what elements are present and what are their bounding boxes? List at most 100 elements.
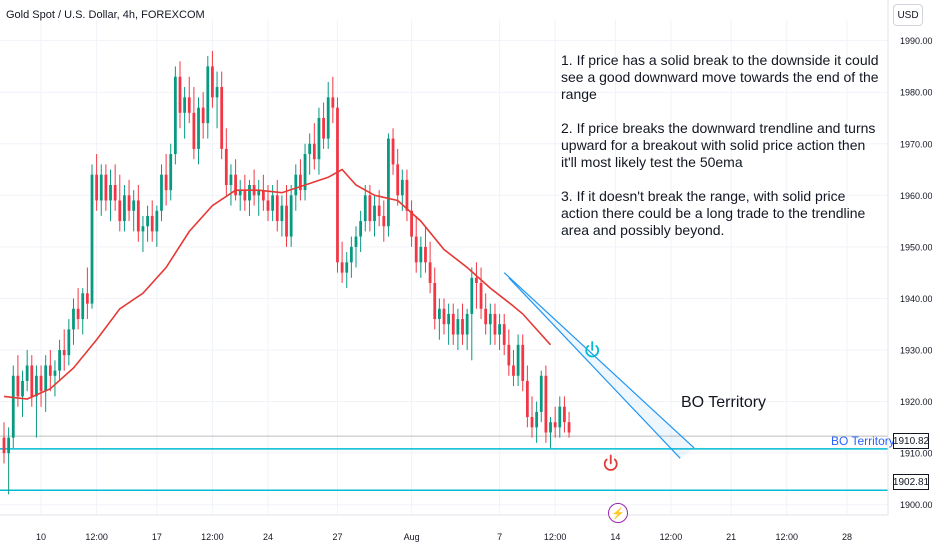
candle-body xyxy=(248,185,251,201)
candle-body xyxy=(109,185,112,201)
time-tick-label: 12:00 xyxy=(201,532,224,542)
bo-price-tag: 1910.82 xyxy=(893,433,929,449)
candle-body xyxy=(354,236,358,247)
candle-body xyxy=(155,210,159,232)
candle-body xyxy=(512,365,515,376)
candle-body xyxy=(396,164,400,196)
candle-body xyxy=(53,370,57,376)
price-axis[interactable]: 1900.00 1910.00 1920.00 1930.00 1940.00 1950.… xyxy=(887,0,932,515)
candle-body xyxy=(72,308,75,330)
candle-body xyxy=(16,375,20,397)
candle-body xyxy=(127,195,131,211)
candle-body xyxy=(183,97,187,113)
candles xyxy=(2,50,571,495)
candle-body xyxy=(345,262,349,273)
candle-body xyxy=(95,174,99,201)
candle-body xyxy=(451,313,455,335)
candle-body xyxy=(410,210,413,237)
candle-body xyxy=(160,174,163,211)
candle-body xyxy=(544,375,548,433)
candle-body xyxy=(377,205,381,216)
candle-body xyxy=(331,97,335,108)
time-tick-label: 12:00 xyxy=(660,532,683,542)
time-tick-label: Aug xyxy=(404,532,420,542)
ema-line xyxy=(3,168,552,400)
lightning-icon[interactable]: ⚡ xyxy=(608,503,628,523)
candle-body xyxy=(428,262,432,283)
candle-body xyxy=(553,422,557,428)
time-axis[interactable]: 10 12:00 17 12:00 24 27 Aug 7 12:00 14 12:00 21 12:0… xyxy=(0,514,888,542)
candle-body xyxy=(299,174,302,191)
time-tick-label: 24 xyxy=(263,532,273,542)
time-tick-label: 14 xyxy=(610,532,620,542)
bo-territory-text: BO Territory xyxy=(681,394,767,411)
lower-price-tag: 1902.81 xyxy=(893,474,929,490)
horizontal-levels xyxy=(0,435,888,491)
candle-body xyxy=(58,350,61,371)
candle-body xyxy=(35,375,38,397)
candle-body xyxy=(289,195,293,237)
candle-body xyxy=(266,200,270,211)
candle-body xyxy=(25,365,29,381)
candle-body xyxy=(90,174,94,304)
price-tick-label: 1950.00 xyxy=(900,242,932,252)
candle-body xyxy=(373,205,376,222)
price-tick-label: 1900.00 xyxy=(900,500,932,510)
trendline-channel[interactable] xyxy=(503,272,695,459)
candle-body xyxy=(516,344,520,376)
candle-body xyxy=(391,138,395,165)
time-tick-label: 12:00 xyxy=(85,532,108,542)
candle-body xyxy=(238,190,242,196)
candle-body xyxy=(382,215,386,227)
candle-body xyxy=(215,87,219,98)
time-tick-label: 12:00 xyxy=(544,532,567,542)
candle-body xyxy=(187,97,191,113)
note-2: 2. If price breaks the downward trendlin… xyxy=(561,120,876,170)
candle-body xyxy=(173,76,177,155)
candle-body xyxy=(224,148,228,185)
candle-body xyxy=(136,200,140,232)
candle-body xyxy=(141,226,145,232)
candle-body xyxy=(419,246,423,263)
candle-body xyxy=(164,174,168,191)
candle-body xyxy=(363,195,367,222)
note-1: 1. If price has a solid break to the dow… xyxy=(561,52,879,102)
candle-body xyxy=(294,174,298,196)
candle-body xyxy=(340,262,344,273)
analysis-notes: 1. If price has a solid break to the dow… xyxy=(561,52,881,256)
candle-body xyxy=(414,236,418,263)
candle-body xyxy=(507,344,511,366)
candle-body xyxy=(146,215,149,227)
candle-body xyxy=(285,205,288,237)
candle-body xyxy=(312,143,316,160)
candle-body xyxy=(502,324,506,345)
candle-body xyxy=(359,221,363,237)
price-tick-label: 1980.00 xyxy=(900,88,932,98)
candle-body xyxy=(197,107,200,149)
candle-body xyxy=(521,344,525,381)
candle-body xyxy=(234,174,237,196)
candle-body xyxy=(456,319,460,335)
candle-body xyxy=(442,308,446,325)
price-tick-label: 1910.00 xyxy=(900,449,932,459)
candle-body xyxy=(81,293,85,320)
candle-body xyxy=(30,365,34,397)
price-tick-label: 1990.00 xyxy=(900,36,932,46)
candle-body xyxy=(336,107,339,263)
candle-body xyxy=(479,282,483,309)
time-tick-label: 7 xyxy=(497,532,502,542)
currency-selector[interactable]: USD xyxy=(893,4,923,26)
candle-body xyxy=(11,375,15,438)
price-tick-label: 1930.00 xyxy=(900,346,932,356)
candle-body xyxy=(280,205,284,222)
time-tick-label: 21 xyxy=(726,532,736,542)
ema-50-line xyxy=(3,168,552,400)
price-tick-label: 1970.00 xyxy=(900,139,932,149)
candle-body xyxy=(169,154,173,191)
candle-body xyxy=(113,185,117,201)
price-tick-label: 1940.00 xyxy=(900,294,932,304)
candle-body xyxy=(201,107,205,124)
candle-body xyxy=(243,190,247,201)
candle-body xyxy=(563,406,566,423)
